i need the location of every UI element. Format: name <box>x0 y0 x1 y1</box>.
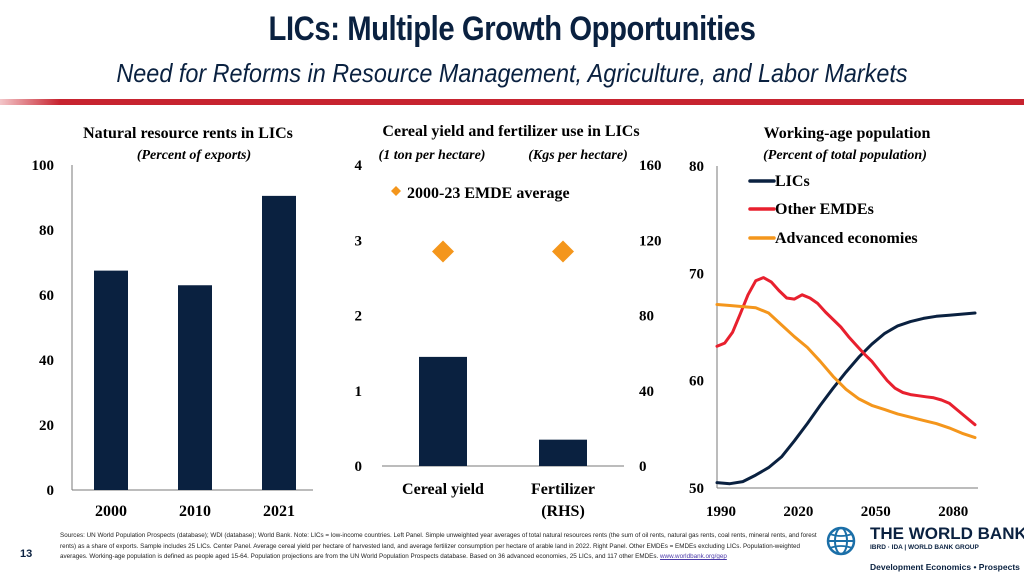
panel2-left-tick-1: 1 <box>355 384 363 400</box>
logo-department: Development Economics • Prospects <box>870 562 1020 572</box>
panel3-legend-label-2: Advanced economies <box>775 230 918 247</box>
panel1-y-tick-0: 0 <box>47 483 55 499</box>
panel2-right-tick-0: 0 <box>639 459 647 475</box>
panel1-y-tick-60: 60 <box>39 288 54 304</box>
panel1-bar-2000 <box>94 270 128 490</box>
panel2-legend: 2000-23 EMDE average <box>391 185 570 202</box>
panel1-y-tick-100: 100 <box>32 158 55 174</box>
panel3-subtitle: (Percent of total population) <box>763 148 927 163</box>
globe-icon <box>826 526 856 556</box>
panel-cereal-fertilizer: Cereal yield and fertilizer use in LICs … <box>355 123 662 520</box>
panel3-line-advanced-economies <box>715 303 977 440</box>
logo-tagline: IBRD · IDA | WORLD BANK GROUP <box>870 544 979 551</box>
panel2-left-tick-2: 2 <box>355 309 363 325</box>
sources-text: Sources: UN World Population Prospects (… <box>60 532 817 560</box>
panel1-x-label-2021: 2021 <box>263 503 295 520</box>
panel3-y-tick-50: 50 <box>689 481 704 497</box>
legend-diamond-marker <box>391 186 401 196</box>
panel2-bar-1 <box>539 439 587 466</box>
panel2-right-tick-40: 40 <box>639 384 654 400</box>
panel3-x-tick-2080: 2080 <box>938 504 968 520</box>
panel1-y-tick-80: 80 <box>39 223 54 239</box>
panel2-x-label-rhs: (RHS) <box>541 503 585 520</box>
world-bank-logo: THE WORLD BANK IBRD · IDA | WORLD BANK G… <box>826 524 1024 574</box>
sources-link[interactable]: www.worldbank.org/gep <box>659 553 727 560</box>
slide-subtitle: Need for Reforms in Resource Management,… <box>116 58 908 88</box>
panel2-title: Cereal yield and fertilizer use in LICs <box>382 123 639 140</box>
panel3-y-tick-60: 60 <box>689 374 704 390</box>
header-rule-fade <box>0 99 60 105</box>
panel3-legend-label-1: Other EMDEs <box>775 201 874 218</box>
panel-working-age-population: Working-age population (Percent of total… <box>689 125 978 520</box>
panel2-right-tick-160: 160 <box>639 158 662 174</box>
panel1-x-label-2000: 2000 <box>95 503 127 520</box>
panel1-bar-2021 <box>262 195 296 490</box>
panel2-x-label-fertilizer: Fertilizer <box>531 481 595 498</box>
panel1-title: Natural resource rents in LICs <box>83 125 293 142</box>
panel3-line-lics <box>715 311 977 486</box>
panel2-legend-label: 2000-23 EMDE average <box>407 185 570 202</box>
panel1-subtitle: (Percent of exports) <box>137 148 251 163</box>
panel2-left-tick-0: 0 <box>355 459 363 475</box>
logo-name: THE WORLD BANK <box>870 524 1024 543</box>
panel3-y-tick-70: 70 <box>689 266 704 282</box>
panel3-legend-label-0: LICs <box>775 173 810 190</box>
panel2-diamond-1 <box>552 240 574 263</box>
panel3-x-tick-1990: 1990 <box>706 504 736 520</box>
panel1-y-tick-40: 40 <box>39 353 54 369</box>
panel2-right-axis-label: (Kgs per hectare) <box>528 148 628 163</box>
panel2-right-tick-120: 120 <box>639 233 662 249</box>
panel2-left-tick-3: 3 <box>355 233 363 249</box>
panel2-left-tick-4: 4 <box>355 158 363 174</box>
panel3-line-other-emdes <box>715 276 977 427</box>
panel2-right-tick-80: 80 <box>639 309 654 325</box>
panel-resource-rents: Natural resource rents in LICs (Percent … <box>32 125 313 520</box>
sources-note: Sources: UN World Population Prospects (… <box>60 531 820 563</box>
panel3-title: Working-age population <box>764 125 931 142</box>
panel1-x-label-2010: 2010 <box>179 503 211 520</box>
page-number: 13 <box>20 548 33 560</box>
panel2-diamond-0 <box>432 240 454 263</box>
slide-title: LICs: Multiple Growth Opportunities <box>268 10 756 48</box>
header-rule <box>0 99 1024 105</box>
panel3-x-tick-2050: 2050 <box>861 504 891 520</box>
panel2-x-label-cereal: Cereal yield <box>402 481 484 498</box>
panel2-left-axis-label: (1 ton per hectare) <box>379 148 486 163</box>
panel1-y-tick-20: 20 <box>39 418 54 434</box>
panel3-x-tick-2020: 2020 <box>783 504 813 520</box>
panel1-bar-2010 <box>178 285 212 490</box>
panel2-bar-0 <box>419 356 467 466</box>
panel3-y-tick-80: 80 <box>689 159 704 175</box>
